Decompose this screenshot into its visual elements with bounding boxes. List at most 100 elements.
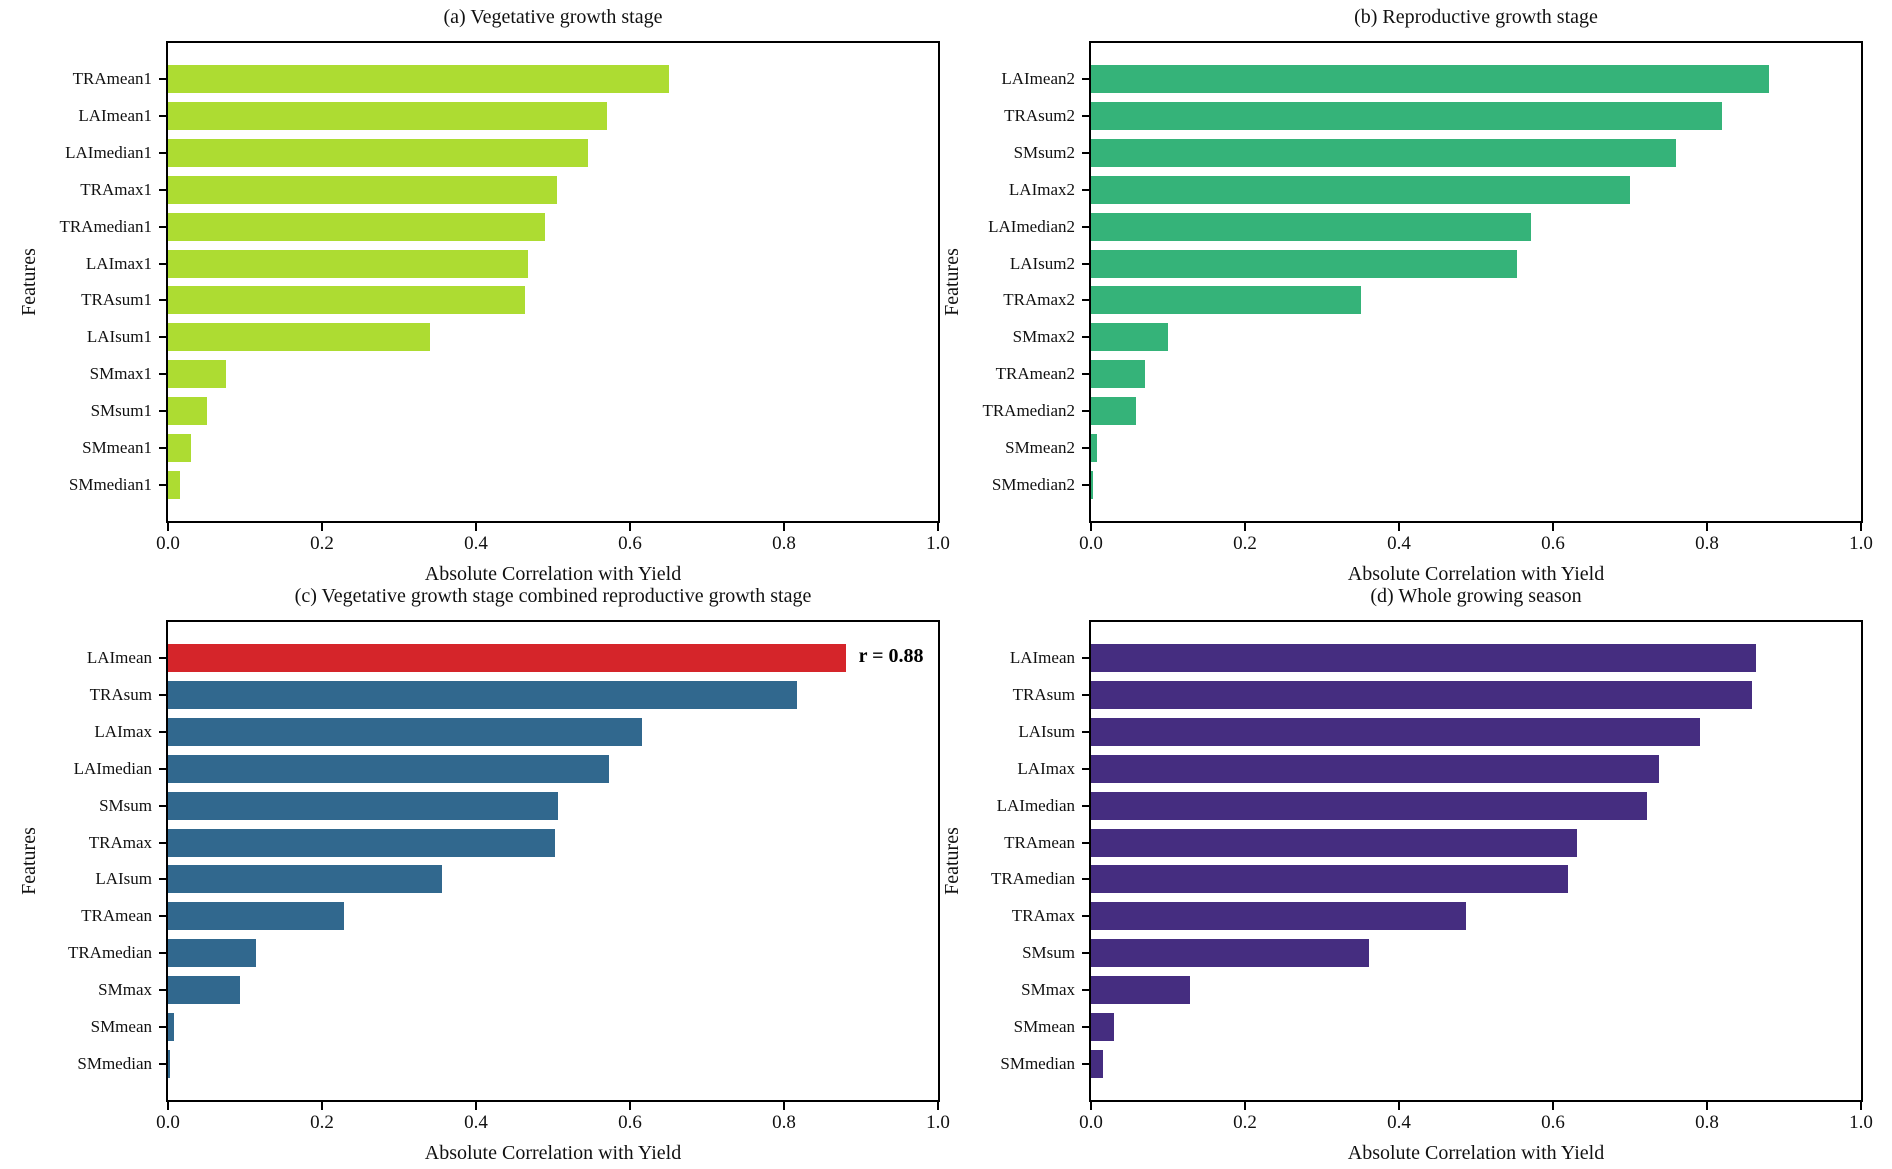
x-tick-mark bbox=[629, 1102, 631, 1110]
y-tick-label-SMmedian: SMmedian bbox=[77, 1053, 152, 1073]
x-tick-mark bbox=[1090, 523, 1092, 531]
y-tick-label-TRAmean2: TRAmean2 bbox=[995, 364, 1075, 384]
panel-c-combined-stage: (c) Vegetative growth stage combined rep… bbox=[0, 585, 950, 1169]
panel-a-vegetative-stage: (a) Vegetative growth stage Features Abs… bbox=[0, 0, 950, 585]
x-tick-label-0.2: 0.2 bbox=[310, 533, 334, 554]
y-tick-mark bbox=[1082, 446, 1090, 449]
y-tick-mark bbox=[159, 731, 167, 734]
correlation-annotation: r = 0.88 bbox=[858, 645, 924, 668]
x-tick-mark bbox=[475, 523, 477, 531]
y-tick-label-TRAsum1: TRAsum1 bbox=[81, 290, 152, 310]
panel-a-x-axis-label: Absolute Correlation with Yield bbox=[424, 563, 682, 585]
y-tick-label-LAImedian: LAImedian bbox=[73, 758, 152, 778]
x-tick-label-0.4: 0.4 bbox=[464, 1112, 488, 1133]
y-tick-mark bbox=[159, 988, 167, 991]
bar-LAImax bbox=[1091, 754, 1660, 783]
y-tick-mark bbox=[159, 483, 167, 486]
y-tick-mark bbox=[159, 152, 167, 155]
y-tick-label-LAImedian: LAImedian bbox=[996, 795, 1075, 815]
bar-SMmax bbox=[168, 975, 240, 1004]
panel-b-x-axis-label: Absolute Correlation with Yield bbox=[1347, 563, 1605, 585]
bar-TRAmax bbox=[168, 828, 556, 857]
bar-LAImax2 bbox=[1091, 175, 1630, 204]
y-tick-mark bbox=[159, 225, 167, 228]
y-tick-mark bbox=[1082, 299, 1090, 302]
bar-TRAsum bbox=[168, 681, 798, 710]
y-tick-label-TRAmedian2: TRAmedian2 bbox=[982, 400, 1075, 420]
y-tick-label-SMmedian1: SMmedian1 bbox=[68, 474, 152, 494]
bar-TRAmean1 bbox=[168, 65, 669, 94]
y-tick-mark bbox=[159, 78, 167, 81]
bar-SMmedian2 bbox=[1091, 470, 1093, 499]
panel-d-title: (d) Whole growing season bbox=[1370, 585, 1582, 607]
y-tick-mark bbox=[1082, 841, 1090, 844]
y-tick-label-LAImean: LAImean bbox=[86, 648, 152, 668]
x-tick-label-0.6: 0.6 bbox=[1541, 533, 1565, 554]
x-tick-mark bbox=[937, 1102, 939, 1110]
panel-b-plot-area bbox=[1089, 41, 1863, 523]
y-tick-label-SMmean: SMmean bbox=[90, 1016, 152, 1036]
bar-TRAmedian bbox=[1091, 865, 1569, 894]
y-tick-mark bbox=[1082, 225, 1090, 228]
y-tick-mark bbox=[1082, 373, 1090, 376]
bar-TRAmedian bbox=[168, 939, 256, 968]
x-tick-mark bbox=[1860, 523, 1862, 531]
x-tick-mark bbox=[1398, 1102, 1400, 1110]
x-tick-label-0.0: 0.0 bbox=[156, 533, 180, 554]
bar-TRAsum bbox=[1091, 681, 1752, 710]
y-tick-label-LAIsum: LAIsum bbox=[1018, 722, 1075, 742]
bar-TRAmedian2 bbox=[1091, 396, 1136, 425]
bar-SMmedian1 bbox=[168, 470, 180, 499]
bar-LAIsum2 bbox=[1091, 249, 1517, 278]
y-tick-label-LAImax2: LAImax2 bbox=[1008, 179, 1075, 199]
bar-TRAmean bbox=[168, 902, 344, 931]
bar-LAImedian bbox=[1091, 791, 1647, 820]
x-tick-mark bbox=[321, 1102, 323, 1110]
y-tick-mark bbox=[159, 841, 167, 844]
bar-SMmean bbox=[168, 1012, 175, 1041]
y-tick-label-TRAmean: TRAmean bbox=[1004, 832, 1075, 852]
bar-TRAmax2 bbox=[1091, 286, 1361, 315]
bar-LAImean2 bbox=[1091, 65, 1769, 94]
y-tick-mark bbox=[1082, 657, 1090, 660]
x-tick-label-0.4: 0.4 bbox=[1387, 533, 1411, 554]
y-tick-label-LAIsum2: LAIsum2 bbox=[1009, 253, 1075, 273]
x-tick-label-0.8: 0.8 bbox=[1695, 1112, 1719, 1133]
x-tick-mark bbox=[629, 523, 631, 531]
panel-a-title: (a) Vegetative growth stage bbox=[443, 6, 663, 28]
y-tick-label-TRAmedian1: TRAmedian1 bbox=[59, 216, 152, 236]
y-tick-mark bbox=[159, 952, 167, 955]
y-tick-label-SMmax2: SMmax2 bbox=[1012, 327, 1075, 347]
x-tick-mark bbox=[1552, 1102, 1554, 1110]
y-tick-label-TRAmax: TRAmax bbox=[88, 832, 152, 852]
y-tick-label-SMmean2: SMmean2 bbox=[1005, 437, 1075, 457]
x-tick-label-0.6: 0.6 bbox=[618, 1112, 642, 1133]
y-tick-mark bbox=[159, 373, 167, 376]
x-tick-mark bbox=[1860, 1102, 1862, 1110]
y-tick-mark bbox=[1082, 952, 1090, 955]
y-tick-label-LAImean2: LAImean2 bbox=[1001, 69, 1075, 89]
x-tick-mark bbox=[783, 523, 785, 531]
panel-a-plot-area bbox=[166, 41, 940, 523]
bar-LAIsum1 bbox=[168, 323, 430, 352]
y-tick-mark bbox=[1082, 78, 1090, 81]
y-tick-mark bbox=[1082, 115, 1090, 118]
y-tick-label-LAImax1: LAImax1 bbox=[85, 253, 152, 273]
bar-SMmedian bbox=[168, 1049, 170, 1078]
x-tick-label-1.0: 1.0 bbox=[926, 1112, 950, 1133]
y-tick-label-SMmax1: SMmax1 bbox=[89, 364, 152, 384]
y-tick-label-SMmax: SMmax bbox=[1021, 979, 1075, 999]
bar-SMmean bbox=[1091, 1012, 1115, 1041]
y-tick-label-LAImean: LAImean bbox=[1009, 648, 1075, 668]
y-tick-mark bbox=[1082, 262, 1090, 265]
bar-SMmax2 bbox=[1091, 323, 1168, 352]
bar-TRAmean bbox=[1091, 828, 1577, 857]
bar-LAImax bbox=[168, 718, 642, 747]
y-tick-mark bbox=[159, 657, 167, 660]
bar-TRAsum1 bbox=[168, 286, 525, 315]
bar-SMsum1 bbox=[168, 396, 207, 425]
y-tick-mark bbox=[159, 336, 167, 339]
bar-SMsum2 bbox=[1091, 139, 1677, 168]
panel-b-title: (b) Reproductive growth stage bbox=[1354, 6, 1598, 28]
x-tick-label-0.8: 0.8 bbox=[772, 533, 796, 554]
